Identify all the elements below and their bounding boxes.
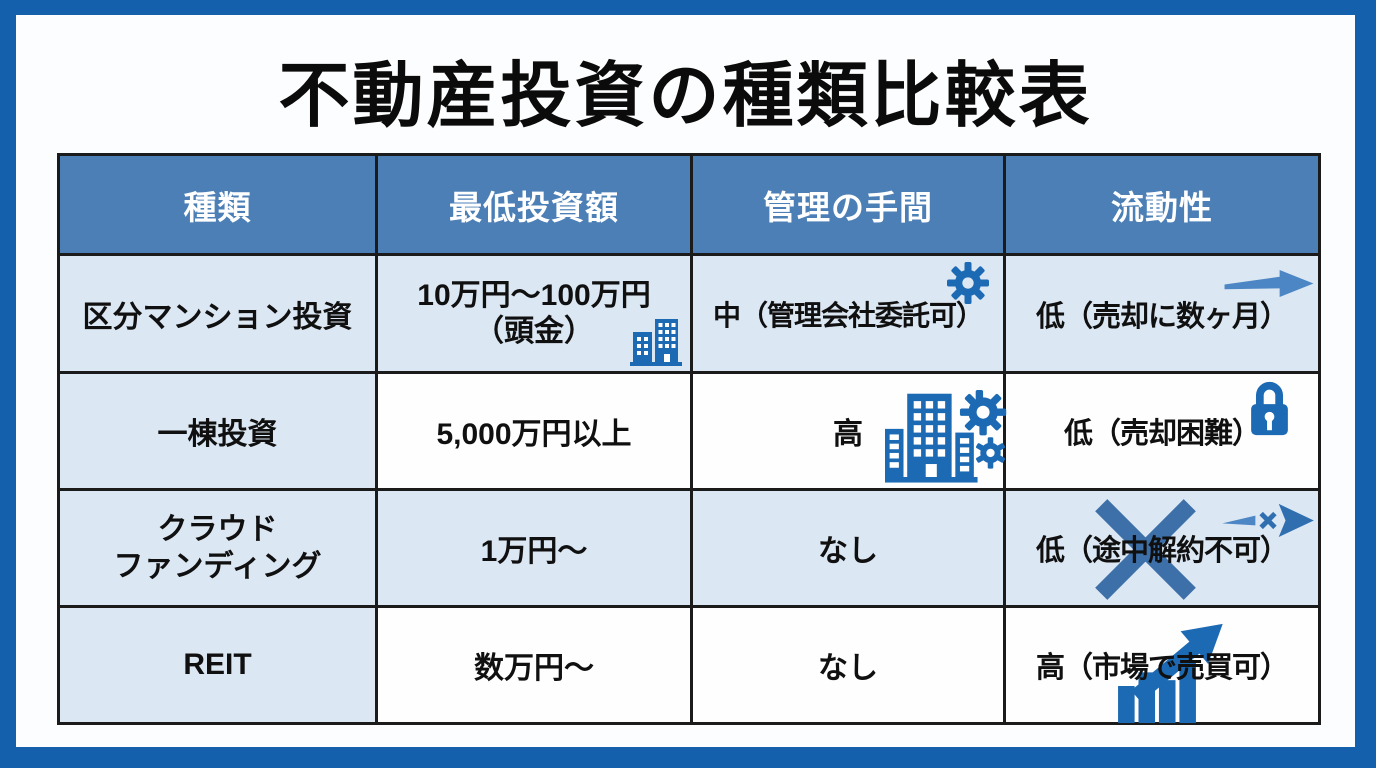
content-panel: 不動産投資の種類比較表 種類 最低投資額 管理の手間 流動性 区分マンション投資… — [16, 15, 1355, 747]
cell-building-type: 一棟投資 — [57, 371, 378, 491]
table-row-reit: REIT 数万円〜 なし 高（市場で売買可） — [57, 605, 1321, 725]
reit-type-label: REIT — [183, 648, 252, 681]
cell-condo-type: 区分マンション投資 — [57, 253, 378, 374]
table-header-row: 種類 最低投資額 管理の手間 流動性 — [57, 153, 1321, 256]
comparison-table: 種類 最低投資額 管理の手間 流動性 区分マンション投資 10万円〜100万円 … — [57, 153, 1321, 725]
condo-management-value: 中（管理会社委託可） — [712, 299, 984, 331]
condo-investment-note: （頭金） — [474, 314, 594, 348]
crowdfunding-investment-value: 1万円〜 — [480, 535, 588, 568]
cell-condo-investment: 10万円〜100万円 （頭金） — [375, 253, 693, 374]
chart-up-icon — [1118, 623, 1223, 723]
condo-investment-value: 10万円〜100万円 — [417, 278, 651, 312]
page-title: 不動産投資の種類比較表 — [278, 57, 1093, 136]
lock-icon — [1251, 381, 1288, 436]
condo-liquidity-value: 低（売却に数ヶ月） — [1035, 300, 1289, 333]
building-gears-icon — [885, 390, 1007, 483]
reit-management-value: なし — [818, 652, 878, 685]
cell-crowdfunding-investment: 1万円〜 — [375, 488, 693, 608]
table-row-crowdfunding: クラウド ファンディング 1万円〜 なし 低（途中解約不可） — [57, 488, 1321, 608]
arrow-right-icon — [1224, 269, 1314, 298]
building-type-label: 一棟投資 — [157, 418, 278, 451]
crowdfunding-type-label: クラウド ファンディング — [113, 512, 322, 584]
column-header-liquidity: 流動性 — [1003, 153, 1321, 256]
cell-building-management: 高 — [690, 371, 1007, 491]
building-management-value: 高 — [833, 418, 863, 451]
cell-condo-management: 中（管理会社委託可） — [690, 253, 1006, 374]
crowdfunding-management-value: なし — [818, 535, 878, 568]
building-liquidity-value: 低（売却困難） — [1063, 418, 1261, 450]
cell-reit-management: なし — [690, 605, 1006, 725]
crowdfunding-liquidity-value: 低（途中解約不可） — [1035, 535, 1289, 567]
no-cancel-arrow-icon — [1222, 503, 1314, 538]
cell-crowdfunding-liquidity: 低（途中解約不可） — [1003, 488, 1321, 608]
cell-condo-liquidity: 低（売却に数ヶ月） — [1003, 253, 1321, 374]
cell-building-liquidity: 低（売却困難） — [1003, 371, 1321, 491]
cell-crowdfunding-management: なし — [690, 488, 1006, 608]
gear-icon — [947, 262, 989, 304]
building-investment-value: 5,000万円以上 — [436, 418, 632, 451]
reit-investment-value: 数万円〜 — [474, 652, 594, 685]
cell-crowdfunding-type: クラウド ファンディング — [57, 488, 378, 608]
column-header-type: 種類 — [57, 153, 378, 256]
reit-liquidity-value: 高（市場で売買可） — [1035, 652, 1289, 684]
column-header-management: 管理の手間 — [690, 153, 1006, 256]
cell-reit-investment: 数万円〜 — [375, 605, 693, 725]
table-row-whole-building: 一棟投資 5,000万円以上 高 — [57, 371, 1321, 491]
building-icon — [630, 319, 682, 366]
column-header-min-investment: 最低投資額 — [375, 153, 693, 256]
condo-type-label: 区分マンション投資 — [82, 300, 353, 334]
cell-building-investment: 5,000万円以上 — [375, 371, 693, 491]
cell-reit-type: REIT — [57, 605, 378, 725]
table-row-condo: 区分マンション投資 10万円〜100万円 （頭金） — [57, 253, 1321, 374]
cell-reit-liquidity: 高（市場で売買可） — [1003, 605, 1321, 725]
x-mark-icon — [1095, 499, 1196, 600]
